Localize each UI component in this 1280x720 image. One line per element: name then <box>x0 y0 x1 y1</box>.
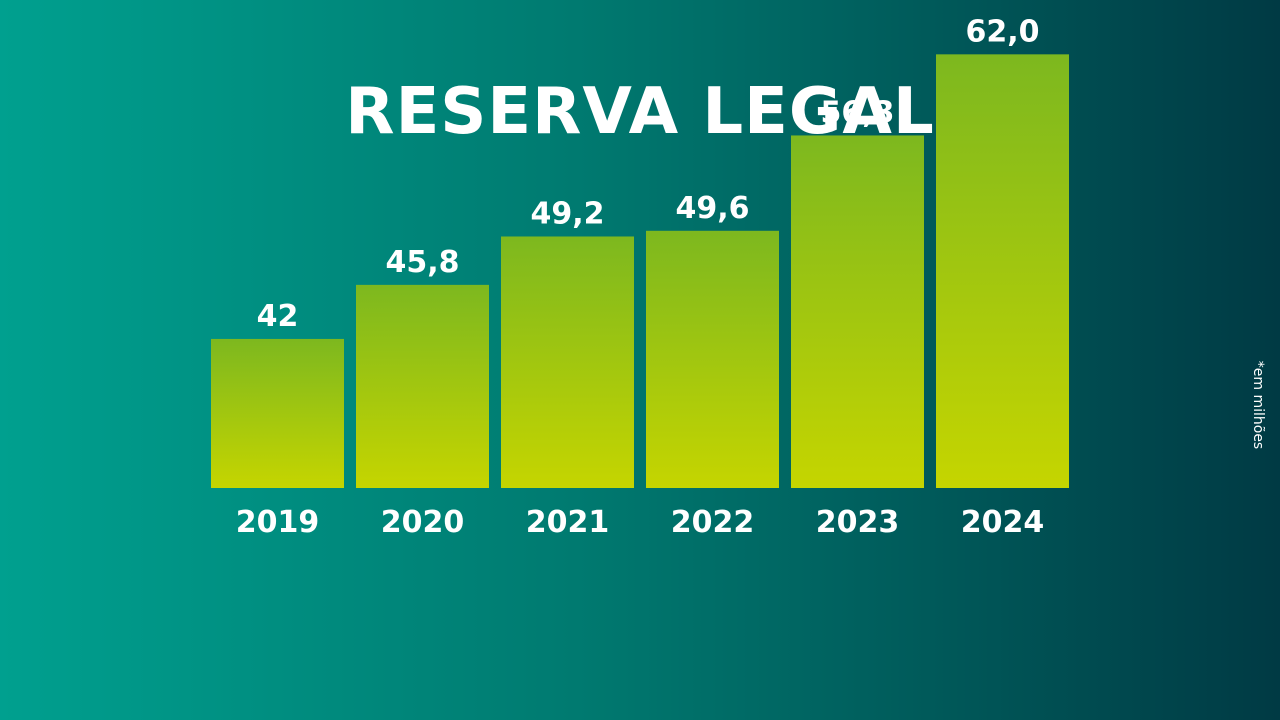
value-label-2019: 42 <box>257 299 299 334</box>
value-label-2021: 49,2 <box>530 196 604 231</box>
bar-2024 <box>936 54 1069 489</box>
bar-2022 <box>646 230 779 489</box>
value-label-2022: 49,6 <box>675 191 749 226</box>
category-label-2023: 2023 <box>816 505 900 540</box>
bar-2021 <box>501 236 634 488</box>
value-label-2024: 62,0 <box>965 14 1039 49</box>
value-label-2020: 45,8 <box>385 245 459 280</box>
value-label-2023: 56,3 <box>820 95 894 130</box>
category-label-2021: 2021 <box>526 505 610 540</box>
bars-group: 42 2019 45,8 2020 49,2 2021 49,6 2022 56,3 2023 62… <box>211 14 1069 540</box>
category-label-2022: 2022 <box>671 505 755 540</box>
bar-2019 <box>211 338 344 488</box>
category-label-2019: 2019 <box>236 505 320 540</box>
bar-2020 <box>356 284 489 488</box>
category-label-2024: 2024 <box>961 505 1045 540</box>
bar-2023 <box>791 135 924 489</box>
category-label-2020: 2020 <box>381 505 465 540</box>
units-note: *em milhões <box>1250 360 1266 450</box>
